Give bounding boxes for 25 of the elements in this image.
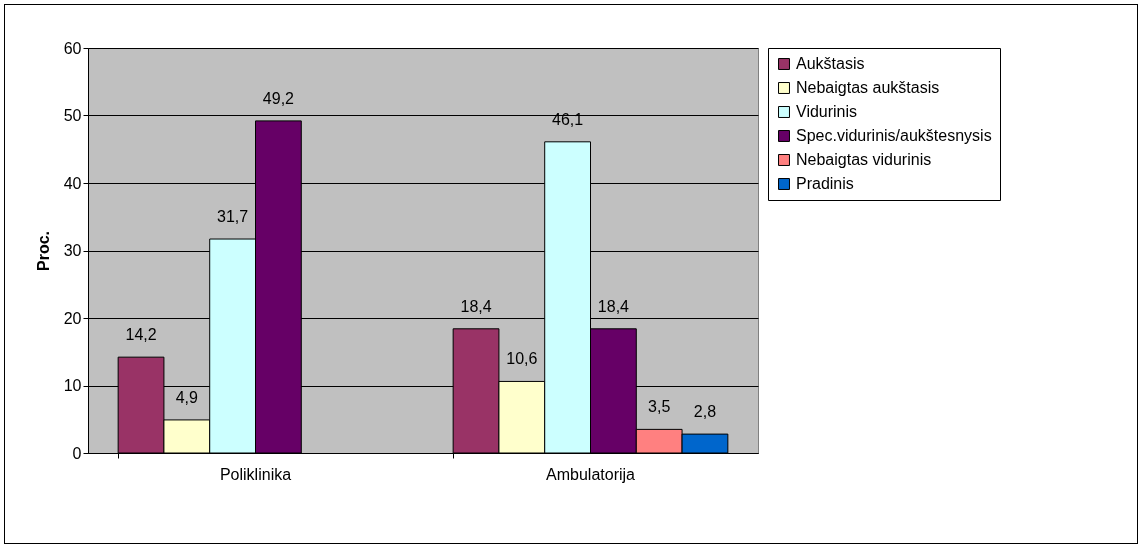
data-label: 10,6 bbox=[506, 350, 538, 368]
legend-label: Vidurinis bbox=[796, 103, 858, 120]
legend-label: Nebaigtas vidurinis bbox=[796, 151, 932, 168]
data-label: 31,7 bbox=[217, 208, 249, 226]
data-label: 49,2 bbox=[262, 89, 295, 107]
data-label: 4,9 bbox=[175, 388, 199, 406]
legend-label: Spec.vidurinis/aukštesnysis bbox=[796, 127, 992, 144]
x-tick-label: Poliklinika bbox=[219, 465, 292, 483]
legend-label: Nebaigtas aukštasis bbox=[796, 79, 940, 96]
y-tick-label: 30 bbox=[63, 242, 82, 259]
y-axis-title: Proc. bbox=[34, 230, 52, 272]
y-tick-label: 50 bbox=[63, 107, 82, 124]
data-label: 18,4 bbox=[597, 297, 630, 315]
data-label: 3,5 bbox=[648, 398, 671, 416]
y-tick-label: 60 bbox=[63, 39, 82, 57]
y-tick-label: 0 bbox=[72, 444, 82, 462]
legend-label: Pradinis bbox=[796, 175, 854, 192]
x-tick-label: Ambulatorija bbox=[546, 465, 636, 483]
y-tick-label: 20 bbox=[63, 309, 82, 327]
data-label: 14,2 bbox=[125, 326, 157, 344]
y-tick-label: 10 bbox=[63, 377, 82, 394]
data-label: 2,8 bbox=[693, 403, 717, 421]
data-label: 18,4 bbox=[460, 297, 492, 315]
y-tick-label: 40 bbox=[63, 174, 82, 192]
legend-label: Aukštasis bbox=[796, 55, 865, 72]
